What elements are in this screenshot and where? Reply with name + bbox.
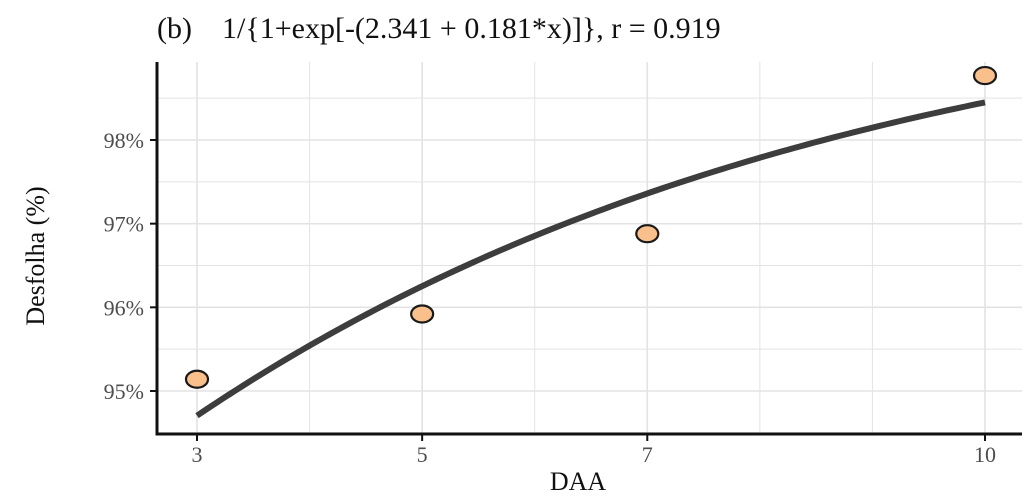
x-tick-label: 3 [192, 442, 203, 467]
y-tick-label: 97% [104, 212, 144, 237]
data-point [184, 369, 210, 389]
axes [150, 62, 1022, 441]
fit-curve-group [195, 99, 986, 419]
x-tick-label: 7 [642, 442, 653, 467]
x-tick-label: 5 [417, 442, 428, 467]
y-axis-title: Desfolha (%) [21, 186, 50, 325]
y-tick-label: 98% [104, 128, 144, 153]
y-tick-label: 95% [104, 379, 144, 404]
tick-labels: 3 5 7 10 95% 96% 97% 98% [104, 128, 996, 467]
data-point [635, 224, 660, 244]
data-point [410, 304, 435, 324]
chart-title: (b) 1/{1+exp[-(2.341 + 0.181*x)]}, r = 0… [157, 12, 721, 45]
data-points [184, 65, 998, 389]
fit-curve [195, 99, 986, 419]
y-tick-label: 96% [104, 295, 144, 320]
x-axis-title: DAA [550, 467, 607, 496]
gridlines [157, 62, 1022, 434]
x-tick-label: 10 [974, 442, 996, 467]
data-point [972, 65, 998, 86]
